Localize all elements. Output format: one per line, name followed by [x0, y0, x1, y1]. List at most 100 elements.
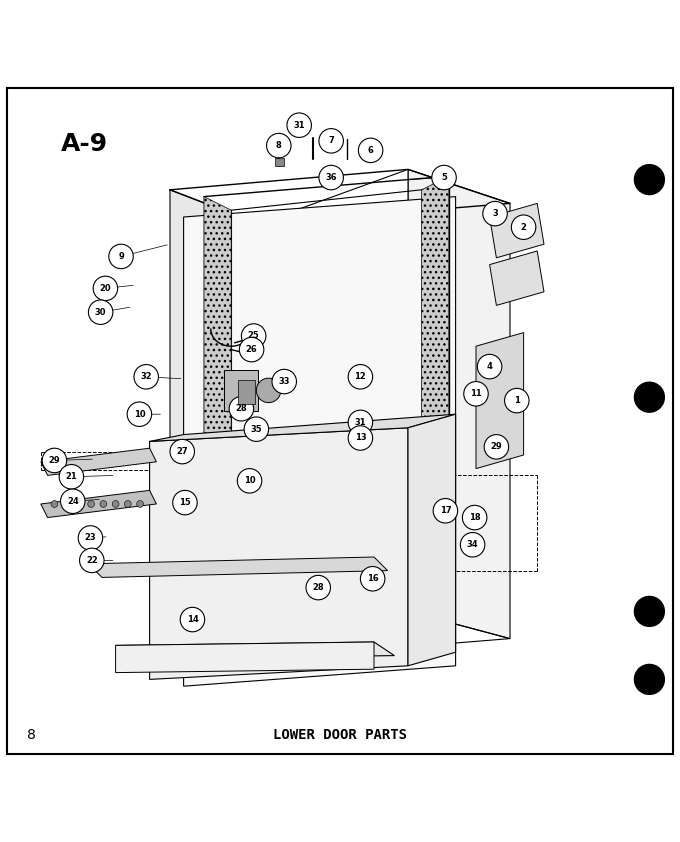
Polygon shape — [116, 642, 394, 659]
Circle shape — [634, 664, 664, 695]
Bar — [224, 370, 258, 411]
Text: 36: 36 — [325, 173, 337, 182]
Text: 16: 16 — [367, 574, 379, 584]
Circle shape — [88, 300, 113, 324]
Polygon shape — [476, 333, 524, 469]
Circle shape — [109, 244, 133, 269]
Polygon shape — [41, 448, 156, 476]
Circle shape — [477, 354, 502, 379]
Text: 17: 17 — [439, 506, 452, 515]
Circle shape — [460, 532, 485, 557]
Circle shape — [464, 381, 488, 406]
Circle shape — [88, 500, 95, 508]
Bar — [275, 157, 284, 166]
Circle shape — [51, 500, 58, 508]
Text: 29: 29 — [48, 456, 61, 465]
Text: 1: 1 — [514, 396, 520, 405]
Circle shape — [127, 402, 152, 426]
Circle shape — [358, 138, 383, 163]
Circle shape — [511, 215, 536, 239]
Text: 25: 25 — [248, 332, 260, 340]
Circle shape — [634, 382, 664, 413]
Text: 26: 26 — [245, 345, 258, 354]
Circle shape — [244, 417, 269, 441]
Polygon shape — [490, 204, 544, 258]
Circle shape — [267, 133, 291, 157]
Circle shape — [462, 505, 487, 530]
Polygon shape — [408, 414, 456, 666]
Text: 21: 21 — [65, 472, 78, 482]
Circle shape — [306, 575, 330, 600]
Text: 2: 2 — [521, 222, 526, 232]
Polygon shape — [150, 428, 408, 679]
Circle shape — [80, 548, 104, 573]
Circle shape — [634, 165, 664, 195]
Circle shape — [124, 500, 131, 508]
Text: 33: 33 — [279, 377, 290, 386]
Circle shape — [100, 500, 107, 508]
Text: A-9: A-9 — [61, 132, 108, 156]
Circle shape — [170, 440, 194, 464]
Text: 3: 3 — [492, 209, 498, 218]
Polygon shape — [150, 414, 456, 441]
Circle shape — [63, 500, 70, 508]
Circle shape — [360, 567, 385, 591]
Circle shape — [75, 500, 82, 508]
Text: 23: 23 — [84, 534, 97, 542]
Text: 8: 8 — [276, 141, 282, 150]
Circle shape — [137, 500, 143, 508]
Circle shape — [78, 525, 103, 550]
Circle shape — [319, 129, 343, 153]
Bar — [238, 381, 255, 404]
Circle shape — [239, 338, 264, 362]
Text: 28: 28 — [312, 584, 324, 592]
Text: 32: 32 — [140, 372, 152, 381]
Text: 24: 24 — [67, 497, 79, 506]
Text: 5: 5 — [441, 173, 447, 182]
Polygon shape — [116, 642, 374, 673]
Circle shape — [229, 397, 254, 421]
Polygon shape — [184, 196, 456, 686]
Text: 30: 30 — [95, 307, 106, 317]
Polygon shape — [258, 169, 408, 659]
Text: 15: 15 — [179, 498, 191, 507]
Circle shape — [237, 469, 262, 493]
Text: 31: 31 — [354, 418, 367, 427]
Text: 10: 10 — [243, 477, 256, 485]
Circle shape — [241, 324, 266, 349]
Circle shape — [319, 165, 343, 189]
Circle shape — [42, 448, 67, 472]
Text: 34: 34 — [466, 541, 479, 549]
Circle shape — [272, 370, 296, 394]
Circle shape — [93, 276, 118, 301]
Text: 22: 22 — [86, 556, 98, 565]
Text: 29: 29 — [490, 442, 503, 451]
Text: 28: 28 — [235, 404, 248, 413]
Circle shape — [484, 434, 509, 459]
Text: 11: 11 — [470, 389, 482, 398]
Text: 4: 4 — [487, 362, 492, 371]
Polygon shape — [422, 176, 449, 625]
Text: 12: 12 — [354, 372, 367, 381]
Polygon shape — [41, 490, 156, 518]
Circle shape — [256, 378, 281, 402]
Circle shape — [433, 498, 458, 523]
Circle shape — [348, 365, 373, 389]
Text: 6: 6 — [368, 146, 373, 155]
Text: 7: 7 — [328, 136, 334, 146]
Circle shape — [134, 365, 158, 389]
Circle shape — [483, 201, 507, 226]
Text: 9: 9 — [118, 252, 124, 261]
Text: 27: 27 — [176, 447, 188, 456]
Text: 35: 35 — [250, 424, 262, 434]
Polygon shape — [204, 196, 231, 646]
Circle shape — [432, 165, 456, 189]
Circle shape — [505, 388, 529, 413]
Circle shape — [59, 465, 84, 489]
Polygon shape — [490, 251, 544, 306]
Circle shape — [634, 596, 664, 626]
Text: 14: 14 — [186, 615, 199, 624]
Circle shape — [348, 410, 373, 434]
Text: 8: 8 — [27, 728, 36, 742]
Circle shape — [173, 490, 197, 514]
